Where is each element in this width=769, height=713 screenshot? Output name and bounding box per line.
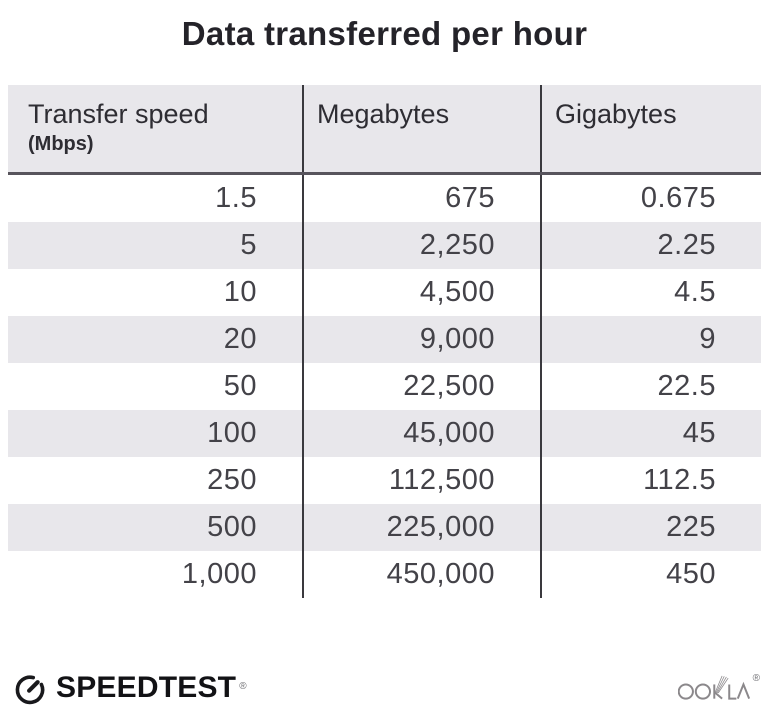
data-table: Transfer speed (Mbps) Megabytes Gigabyte…: [8, 85, 761, 598]
table-row: 1.5 675 0.675: [8, 175, 761, 222]
table-row: 250 112,500 112.5: [8, 457, 761, 504]
cell-megabytes: 675: [302, 175, 540, 222]
cell-gigabytes: 22.5: [540, 363, 761, 410]
table-row: 20 9,000 9: [8, 316, 761, 363]
cell-megabytes: 9,000: [302, 316, 540, 363]
table-row: 5 2,250 2.25: [8, 222, 761, 269]
cell-megabytes: 4,500: [302, 269, 540, 316]
header-gigabytes: Gigabytes: [540, 85, 761, 172]
table-row: 100 45,000 45: [8, 410, 761, 457]
cell-gigabytes: 9: [540, 316, 761, 363]
speedtest-logo: SPEEDTEST ®: [12, 670, 247, 706]
table-row: 50 22,500 22.5: [8, 363, 761, 410]
header-megabytes-label: Megabytes: [317, 99, 450, 129]
cell-gigabytes: 225: [540, 504, 761, 551]
footer: SPEEDTEST ® ®: [0, 665, 769, 711]
cell-speed: 20: [223, 323, 257, 355]
ookla-wordmark-icon: [677, 675, 752, 701]
cell-speed: 100: [207, 417, 257, 449]
cell-speed: 1,000: [181, 558, 257, 590]
header-gigabytes-label: Gigabytes: [555, 99, 677, 129]
cell-speed: 50: [223, 370, 257, 402]
cell-speed: 10: [223, 276, 257, 308]
speedtest-registered-mark: ®: [239, 680, 247, 692]
cell-megabytes: 22,500: [302, 363, 540, 410]
cell-gigabytes: 450: [540, 551, 761, 598]
cell-speed: 250: [207, 464, 257, 496]
header-mbps-unit-label: (Mbps): [28, 133, 94, 155]
cell-gigabytes: 45: [540, 410, 761, 457]
cell-megabytes: 225,000: [302, 504, 540, 551]
cell-megabytes: 2,250: [302, 222, 540, 269]
ookla-logo: ®: [677, 673, 760, 701]
cell-gigabytes: 4.5: [540, 269, 761, 316]
table-row: 1,000 450,000 450: [8, 551, 761, 598]
table-row: 10 4,500 4.5: [8, 269, 761, 316]
cell-speed: 5: [240, 229, 257, 261]
header-transfer-speed: Transfer speed (Mbps): [8, 85, 302, 172]
speedometer-gauge-icon: [12, 670, 48, 706]
table-row: 500 225,000 225: [8, 504, 761, 551]
cell-speed: 1.5: [215, 182, 257, 214]
header-transfer-speed-label: Transfer speed: [28, 99, 209, 129]
cell-speed: 500: [207, 511, 257, 543]
speedtest-wordmark: SPEEDTEST: [56, 671, 237, 704]
table-header-row: Transfer speed (Mbps) Megabytes Gigabyte…: [8, 85, 761, 175]
ookla-registered-mark: ®: [752, 673, 760, 684]
page-title: Data transferred per hour: [181, 15, 588, 52]
cell-gigabytes: 2.25: [540, 222, 761, 269]
cell-megabytes: 45,000: [302, 410, 540, 457]
cell-gigabytes: 0.675: [540, 175, 761, 222]
cell-megabytes: 112,500: [302, 457, 540, 504]
cell-gigabytes: 112.5: [540, 457, 761, 504]
header-megabytes: Megabytes: [302, 85, 540, 172]
cell-megabytes: 450,000: [302, 551, 540, 598]
